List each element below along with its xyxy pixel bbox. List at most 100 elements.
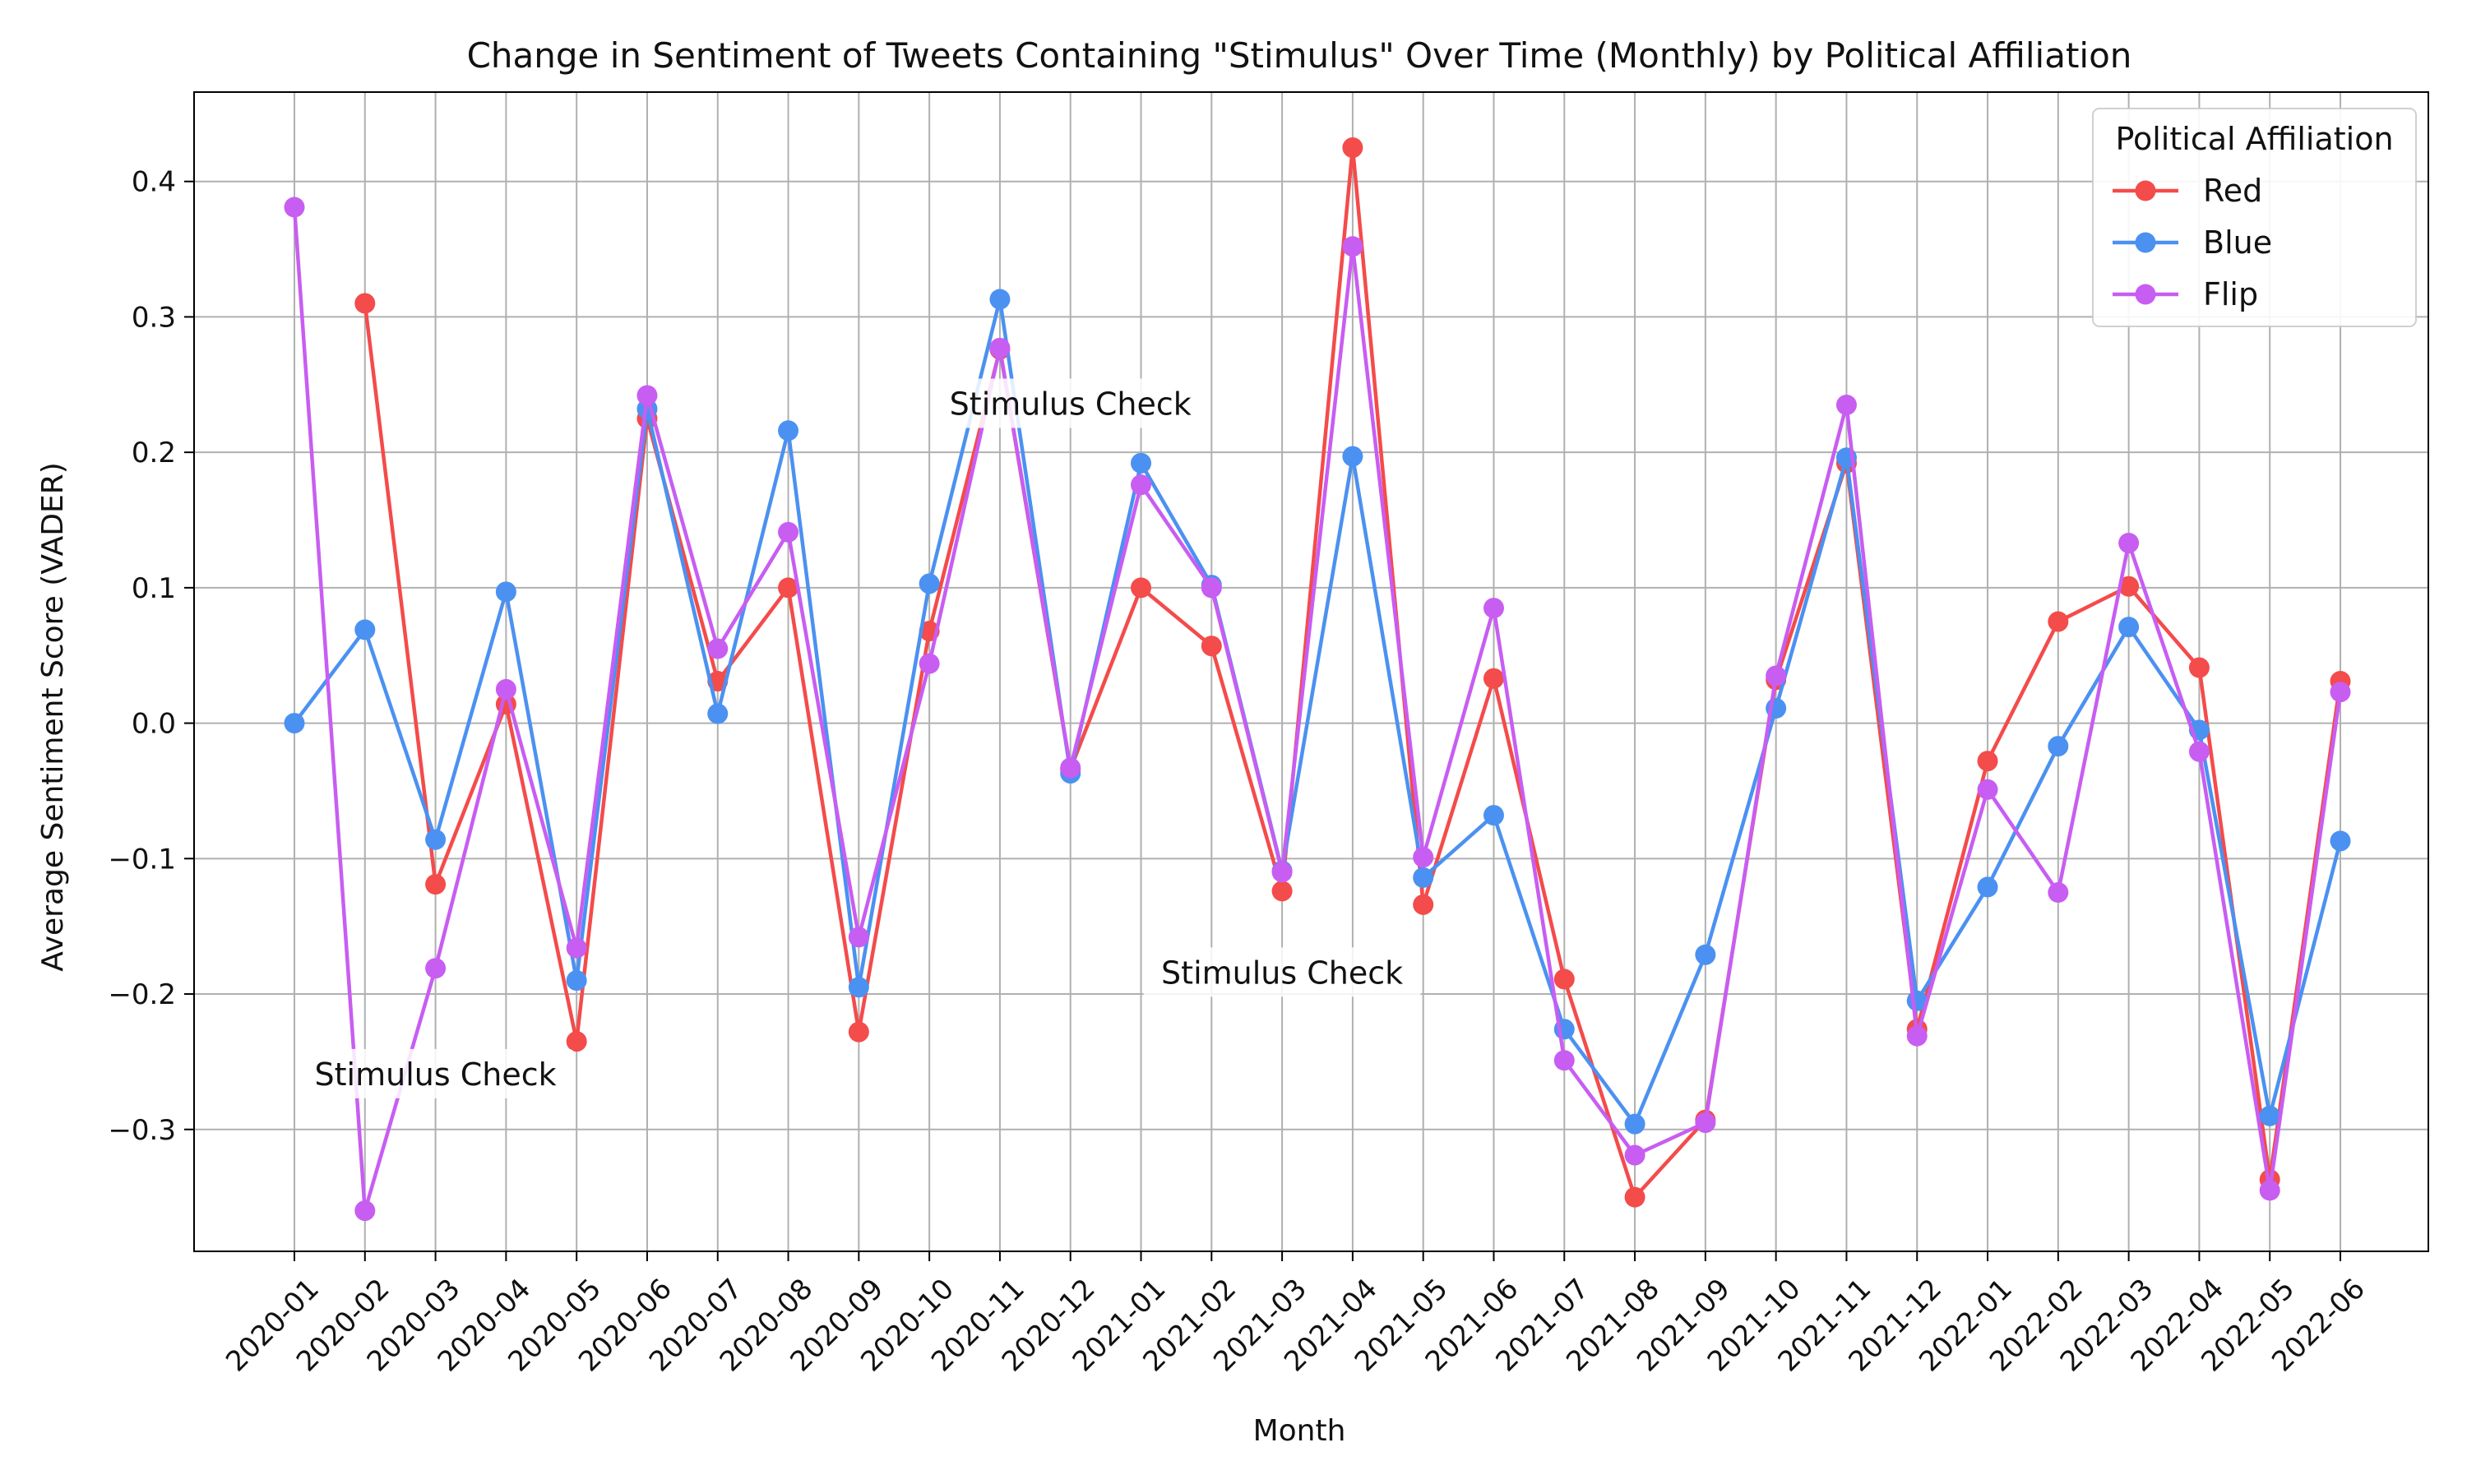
data-point-blue	[989, 289, 1011, 310]
data-point-flip	[778, 521, 799, 543]
series-red	[354, 137, 2351, 1208]
annotation-label: Stimulus Check	[315, 1056, 557, 1093]
y-tick-label: −0.2	[108, 978, 176, 1011]
data-point-flip	[495, 678, 516, 700]
data-point-flip	[2188, 741, 2210, 762]
legend-frame	[2092, 108, 2417, 327]
data-point-blue	[1695, 944, 1716, 965]
annotation-box	[930, 378, 1210, 428]
data-point-red	[1271, 881, 1293, 902]
y-tick-label: 0.1	[132, 572, 176, 605]
data-point-flip	[354, 1200, 376, 1222]
data-point-red	[1624, 1186, 1645, 1208]
y-axis-label: Average Sentiment Score (VADER)	[36, 462, 70, 972]
data-point-red	[2048, 611, 2069, 632]
data-point-red	[1977, 751, 1998, 772]
data-point-red	[425, 874, 447, 895]
data-point-blue	[1342, 446, 1363, 467]
data-point-flip	[1906, 1025, 1928, 1047]
data-point-blue	[2048, 736, 2069, 757]
data-point-blue	[1483, 805, 1504, 826]
data-point-flip	[1342, 236, 1363, 257]
data-point-red	[1131, 577, 1152, 599]
y-tick-label: 0.0	[132, 708, 176, 741]
data-point-red	[1413, 894, 1434, 915]
data-point-flip	[566, 937, 587, 959]
data-point-flip	[1131, 474, 1152, 496]
data-point-blue	[2259, 1105, 2280, 1126]
data-point-blue	[848, 977, 869, 998]
data-point-flip	[284, 196, 305, 218]
annotation: Stimulus Check	[930, 378, 1210, 428]
data-point-flip	[1060, 757, 1081, 779]
data-point-blue	[284, 713, 305, 734]
plot-frame	[193, 91, 2429, 1252]
data-point-red	[1553, 969, 1575, 990]
data-point-flip	[1624, 1144, 1645, 1166]
data-point-flip	[1413, 847, 1434, 868]
data-point-blue	[354, 619, 376, 640]
data-point-blue	[425, 829, 447, 850]
data-point-red	[848, 1021, 869, 1042]
y-tick-label: 0.4	[132, 166, 176, 199]
legend-entry-flip: Flip	[2113, 276, 2258, 312]
data-point-flip	[2330, 682, 2351, 703]
series-line-blue	[293, 297, 2343, 1126]
data-point-blue	[1413, 867, 1434, 888]
data-point-flip	[1201, 577, 1222, 599]
y-tick-label: −0.1	[108, 843, 176, 876]
data-point-flip	[2259, 1180, 2280, 1201]
data-point-blue	[1624, 1113, 1645, 1135]
legend-marker	[2135, 180, 2156, 201]
annotation-label: Stimulus Check	[1161, 955, 1403, 991]
data-point-blue	[707, 703, 729, 724]
data-point-blue	[778, 420, 799, 442]
annotation: Stimulus Check	[295, 1048, 576, 1098]
legend-entry-red: Red	[2113, 173, 2262, 209]
y-tick-label: −0.3	[108, 1114, 176, 1147]
data-point-flip	[1271, 862, 1293, 883]
y-tick-label: 0.3	[132, 301, 176, 334]
y-tick-label: 0.2	[132, 437, 176, 469]
data-point-flip	[636, 385, 658, 406]
data-point-red	[2118, 576, 2140, 597]
data-point-blue	[2118, 617, 2140, 638]
data-point-blue	[1977, 876, 1998, 898]
legend-label: Red	[2203, 173, 2262, 209]
data-point-red	[566, 1031, 587, 1052]
series-flip	[284, 196, 2351, 1222]
x-axis-label: Month	[1253, 1414, 1346, 1448]
data-point-flip	[1695, 1112, 1716, 1134]
chart-title: Change in Sentiment of Tweets Containing…	[467, 35, 2132, 76]
data-point-flip	[1977, 779, 1998, 800]
data-point-red	[2188, 657, 2210, 678]
data-point-flip	[2118, 533, 2140, 554]
data-point-red	[1342, 137, 1363, 159]
data-point-flip	[1553, 1050, 1575, 1071]
annotation-box	[295, 1048, 576, 1098]
data-point-flip	[989, 337, 1011, 358]
data-point-flip	[848, 927, 869, 948]
annotation-label: Stimulus Check	[950, 386, 1192, 423]
legend-marker	[2135, 284, 2156, 305]
data-point-blue	[919, 573, 940, 594]
legend-label: Blue	[2203, 224, 2272, 261]
legend-entry-blue: Blue	[2113, 224, 2272, 261]
series-line-flip	[292, 206, 2343, 1213]
data-point-blue	[495, 581, 516, 603]
annotation: Stimulus Check	[1142, 947, 1423, 997]
data-point-flip	[707, 638, 729, 659]
data-point-flip	[425, 958, 447, 979]
data-point-flip	[2048, 881, 2069, 903]
data-point-flip	[919, 653, 940, 674]
legend-label: Flip	[2203, 276, 2258, 312]
legend-marker	[2135, 232, 2156, 253]
legend-title: Political Affiliation	[2115, 121, 2393, 157]
data-point-flip	[1766, 665, 1787, 687]
data-point-blue	[566, 970, 587, 992]
data-point-red	[1201, 636, 1222, 657]
data-point-red	[778, 577, 799, 599]
data-point-flip	[1483, 598, 1504, 619]
